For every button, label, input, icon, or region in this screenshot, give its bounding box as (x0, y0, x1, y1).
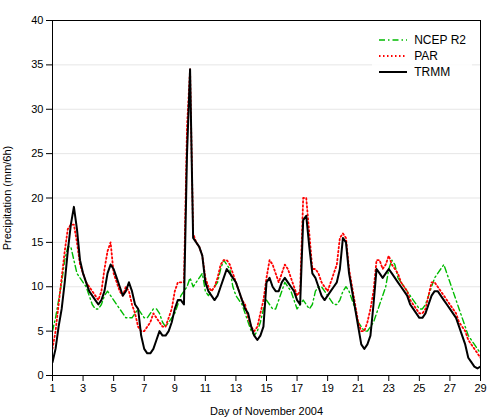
svg-text:40: 40 (31, 14, 43, 26)
svg-text:23: 23 (383, 382, 395, 394)
html-text:TRMM: TRMM (414, 65, 451, 79)
svg-text:1: 1 (49, 382, 55, 394)
svg-text:30: 30 (31, 103, 43, 115)
svg-text:21: 21 (352, 382, 364, 394)
svg-text:10: 10 (31, 280, 43, 292)
svg-text:15: 15 (260, 382, 272, 394)
svg-text:25: 25 (31, 147, 43, 159)
svg-text:11: 11 (200, 382, 211, 394)
svg-text:13: 13 (230, 382, 242, 394)
svg-text:20: 20 (31, 192, 43, 204)
svg-text:Day of November 2004: Day of November 2004 (210, 405, 323, 417)
svg-text:3: 3 (80, 382, 86, 394)
svg-text:25: 25 (413, 382, 425, 394)
svg-text:5: 5 (111, 382, 117, 394)
svg-text:19: 19 (322, 382, 334, 394)
html-text:NCEP R2: NCEP R2 (414, 33, 466, 47)
svg-text:29: 29 (474, 382, 486, 394)
svg-text:35: 35 (31, 58, 43, 70)
svg-text:15: 15 (31, 236, 43, 248)
svg-text:9: 9 (172, 382, 178, 394)
html-text:PAR: PAR (414, 49, 438, 63)
svg-text:5: 5 (37, 325, 43, 337)
svg-text:7: 7 (141, 382, 147, 394)
svg-text:0: 0 (37, 369, 43, 381)
svg-text:17: 17 (291, 382, 303, 394)
svg-text:27: 27 (444, 382, 456, 394)
svg-text:Precipitation (mm/6h): Precipitation (mm/6h) (1, 146, 13, 251)
